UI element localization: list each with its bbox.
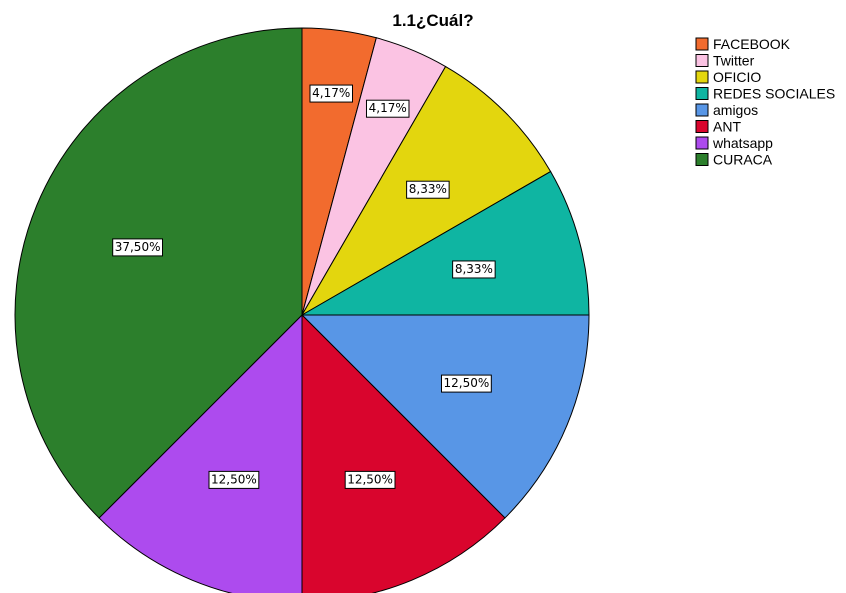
data-label-box xyxy=(365,99,410,118)
legend-label: whatsapp xyxy=(712,135,773,151)
data-label: 12,50% xyxy=(208,470,260,489)
legend-label: REDES SOCIALES xyxy=(713,86,835,102)
legend-label: amigos xyxy=(713,102,758,118)
pie-slice-redes-sociales xyxy=(300,170,590,316)
legend-item-curaca: CURACA xyxy=(695,152,773,168)
pie-slice-whatsapp xyxy=(98,313,303,593)
data-label-box xyxy=(208,470,260,489)
legend-label: CURACA xyxy=(713,152,773,168)
data-label: 12,50% xyxy=(440,374,492,393)
data-label-box xyxy=(112,238,164,257)
legend-swatch xyxy=(695,120,709,133)
data-label-text: 12,50% xyxy=(444,376,490,390)
legend-swatch xyxy=(695,54,709,67)
data-label-box xyxy=(440,374,492,393)
legend-label: FACEBOOK xyxy=(713,36,791,52)
legend-item-whatsapp: whatsapp xyxy=(695,135,773,151)
legend-swatch xyxy=(695,136,709,150)
pie-slice-amigos xyxy=(300,314,590,519)
data-label-text: 8,33% xyxy=(409,182,447,196)
legend-item-amigos: amigos xyxy=(695,102,758,118)
data-label: 4,17% xyxy=(309,84,353,103)
data-label-text: 12,50% xyxy=(347,472,393,486)
pie-slice-ant xyxy=(301,313,506,593)
legend-item-twitter: Twitter xyxy=(695,53,755,69)
data-label: 12,50% xyxy=(344,470,396,489)
data-label-text: 12,50% xyxy=(211,472,257,486)
pie-slices xyxy=(14,27,590,593)
data-label: 37,50% xyxy=(112,238,164,257)
pie-data-labels: 4,17% 4,17% 8,33% 8,33% 12,50% 12,50% 12,50% 37… xyxy=(112,84,496,489)
data-label-box xyxy=(452,260,496,279)
data-label-box xyxy=(406,180,450,199)
legend-swatch xyxy=(695,153,709,166)
legend-item-facebook: FACEBOOK xyxy=(695,36,791,52)
pie-slice-curaca xyxy=(14,27,303,519)
legend-item-ant: ANT xyxy=(695,119,741,135)
data-label-text: 37,50% xyxy=(115,240,161,254)
legend-label: Twitter xyxy=(713,53,755,69)
legend-swatch xyxy=(695,103,709,117)
legend-swatch xyxy=(695,70,709,84)
data-label: 4,17% xyxy=(365,99,410,118)
data-label-text: 4,17% xyxy=(369,101,407,115)
chart-title: 1.1¿Cuál? xyxy=(392,11,473,30)
legend-item-oficio: OFICIO xyxy=(695,69,761,85)
legend-item-redes-sociales: REDES SOCIALES xyxy=(695,86,835,102)
legend-swatch xyxy=(695,87,709,100)
data-label: 8,33% xyxy=(406,180,450,199)
legend-label: OFICIO xyxy=(713,69,761,85)
legend-swatch xyxy=(695,37,709,51)
data-label-text: 8,33% xyxy=(455,262,493,276)
data-label-box xyxy=(309,84,353,103)
legend-label: ANT xyxy=(713,119,741,135)
data-label-text: 4,17% xyxy=(312,86,350,100)
data-label-box xyxy=(344,470,396,489)
data-label: 8,33% xyxy=(452,260,496,279)
